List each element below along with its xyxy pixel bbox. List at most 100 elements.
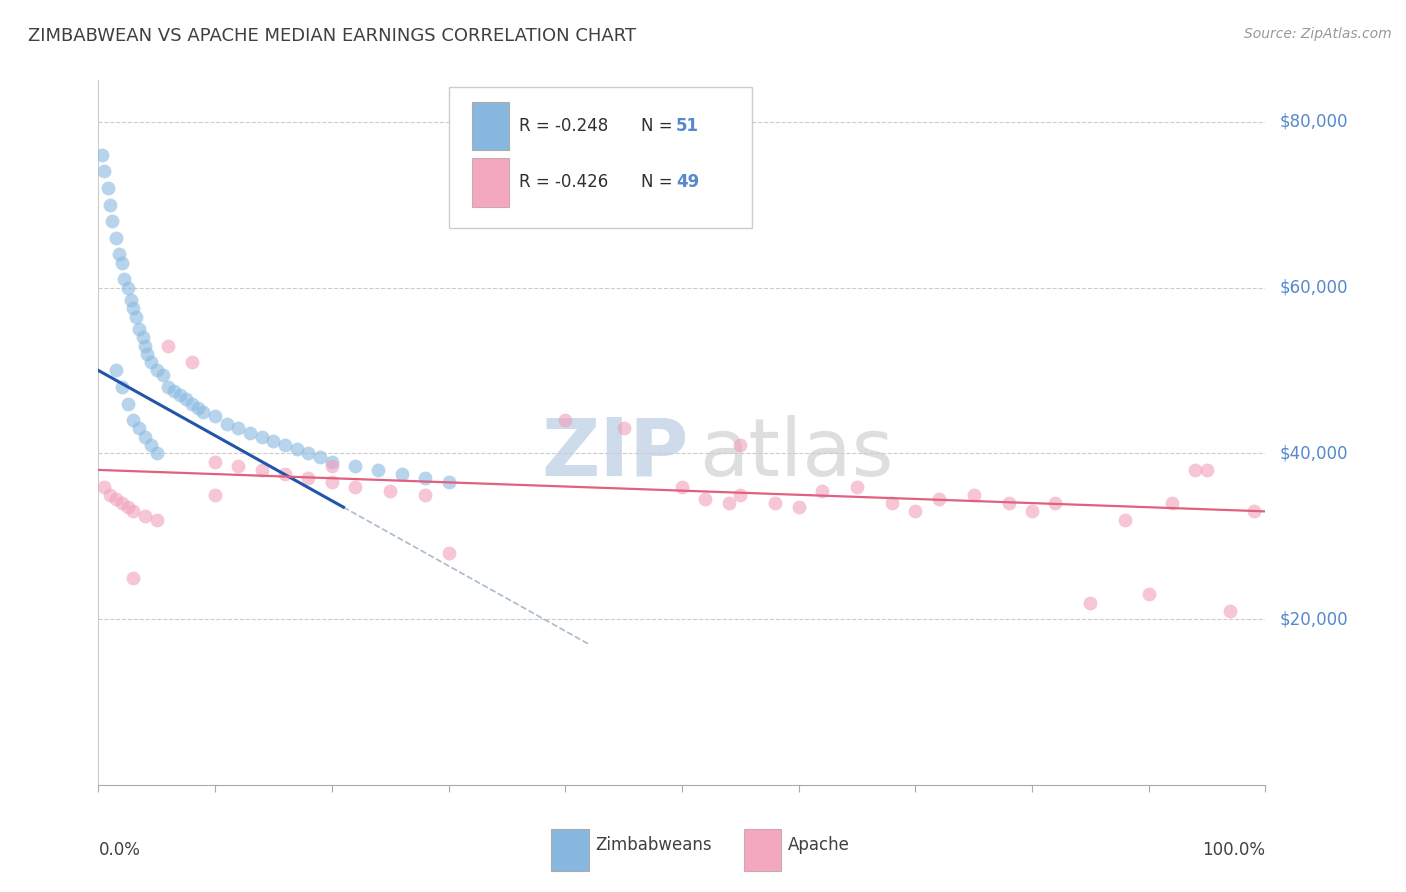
- Point: [132, 330, 155, 344]
- Point: [215, 417, 238, 432]
- FancyBboxPatch shape: [472, 102, 509, 151]
- Point: [117, 396, 139, 410]
- Point: [262, 434, 284, 448]
- Point: [128, 421, 150, 435]
- Point: [111, 496, 134, 510]
- Point: [413, 488, 436, 502]
- Text: N =: N =: [641, 117, 678, 135]
- Point: [125, 310, 148, 324]
- Point: [90, 148, 112, 162]
- Point: [180, 396, 202, 410]
- Point: [367, 463, 389, 477]
- Point: [146, 513, 169, 527]
- Point: [297, 446, 319, 460]
- Text: R = -0.248: R = -0.248: [519, 117, 607, 135]
- Point: [122, 571, 145, 585]
- Point: [962, 488, 984, 502]
- Point: [111, 255, 134, 269]
- FancyBboxPatch shape: [744, 830, 782, 871]
- Point: [97, 181, 120, 195]
- Point: [146, 446, 169, 460]
- Text: $60,000: $60,000: [1279, 278, 1348, 296]
- Point: [98, 197, 121, 211]
- Text: Zimbabweans: Zimbabweans: [596, 836, 713, 854]
- Point: [122, 413, 145, 427]
- Point: [139, 355, 162, 369]
- Text: ZIMBABWEAN VS APACHE MEDIAN EARNINGS CORRELATION CHART: ZIMBABWEAN VS APACHE MEDIAN EARNINGS COR…: [28, 27, 637, 45]
- Point: [344, 479, 367, 493]
- Point: [204, 488, 226, 502]
- Text: N =: N =: [641, 173, 678, 192]
- Point: [1219, 604, 1241, 618]
- Point: [1080, 596, 1102, 610]
- Point: [321, 475, 343, 490]
- FancyBboxPatch shape: [472, 158, 509, 207]
- Point: [228, 458, 250, 473]
- Text: 100.0%: 100.0%: [1202, 841, 1265, 859]
- Point: [612, 421, 634, 435]
- Point: [413, 471, 436, 485]
- Point: [1243, 504, 1265, 518]
- FancyBboxPatch shape: [551, 830, 589, 871]
- Point: [1021, 504, 1043, 518]
- Point: [1161, 496, 1184, 510]
- Point: [93, 479, 115, 493]
- Point: [104, 363, 127, 377]
- Point: [437, 546, 460, 560]
- Point: [112, 272, 135, 286]
- Point: [111, 380, 134, 394]
- Point: [204, 409, 226, 423]
- Text: $40,000: $40,000: [1279, 444, 1348, 462]
- Text: 51: 51: [676, 117, 699, 135]
- Point: [763, 496, 786, 510]
- Text: atlas: atlas: [699, 415, 894, 492]
- Point: [846, 479, 869, 493]
- Point: [169, 388, 191, 402]
- Point: [93, 164, 115, 178]
- Text: $80,000: $80,000: [1279, 112, 1348, 131]
- Point: [391, 467, 413, 481]
- Point: [152, 368, 174, 382]
- Text: R = -0.426: R = -0.426: [519, 173, 607, 192]
- Point: [1045, 496, 1067, 510]
- Point: [157, 338, 180, 352]
- Point: [187, 401, 209, 415]
- Point: [101, 214, 124, 228]
- Point: [122, 504, 145, 518]
- Point: [163, 384, 186, 399]
- Text: 0.0%: 0.0%: [98, 841, 141, 859]
- Point: [250, 463, 273, 477]
- Point: [297, 471, 319, 485]
- Point: [134, 338, 156, 352]
- Text: Apache: Apache: [789, 836, 851, 854]
- Point: [1137, 587, 1160, 601]
- Point: [321, 458, 343, 473]
- Point: [134, 430, 156, 444]
- Text: Source: ZipAtlas.com: Source: ZipAtlas.com: [1244, 27, 1392, 41]
- Point: [380, 483, 402, 498]
- FancyBboxPatch shape: [449, 87, 752, 228]
- Point: [104, 231, 127, 245]
- Point: [309, 450, 332, 465]
- Point: [204, 455, 226, 469]
- Point: [274, 438, 297, 452]
- Point: [695, 491, 717, 506]
- Point: [285, 442, 308, 457]
- Point: [108, 247, 131, 261]
- Point: [157, 380, 180, 394]
- Point: [117, 280, 139, 294]
- Text: $20,000: $20,000: [1279, 610, 1348, 628]
- Point: [122, 301, 145, 316]
- Point: [239, 425, 262, 440]
- Point: [120, 293, 142, 307]
- Point: [139, 438, 162, 452]
- Point: [1184, 463, 1206, 477]
- Point: [1197, 463, 1219, 477]
- Point: [717, 496, 740, 510]
- Point: [228, 421, 250, 435]
- Point: [811, 483, 834, 498]
- Point: [730, 488, 752, 502]
- Point: [98, 488, 121, 502]
- Point: [117, 500, 139, 515]
- Point: [671, 479, 693, 493]
